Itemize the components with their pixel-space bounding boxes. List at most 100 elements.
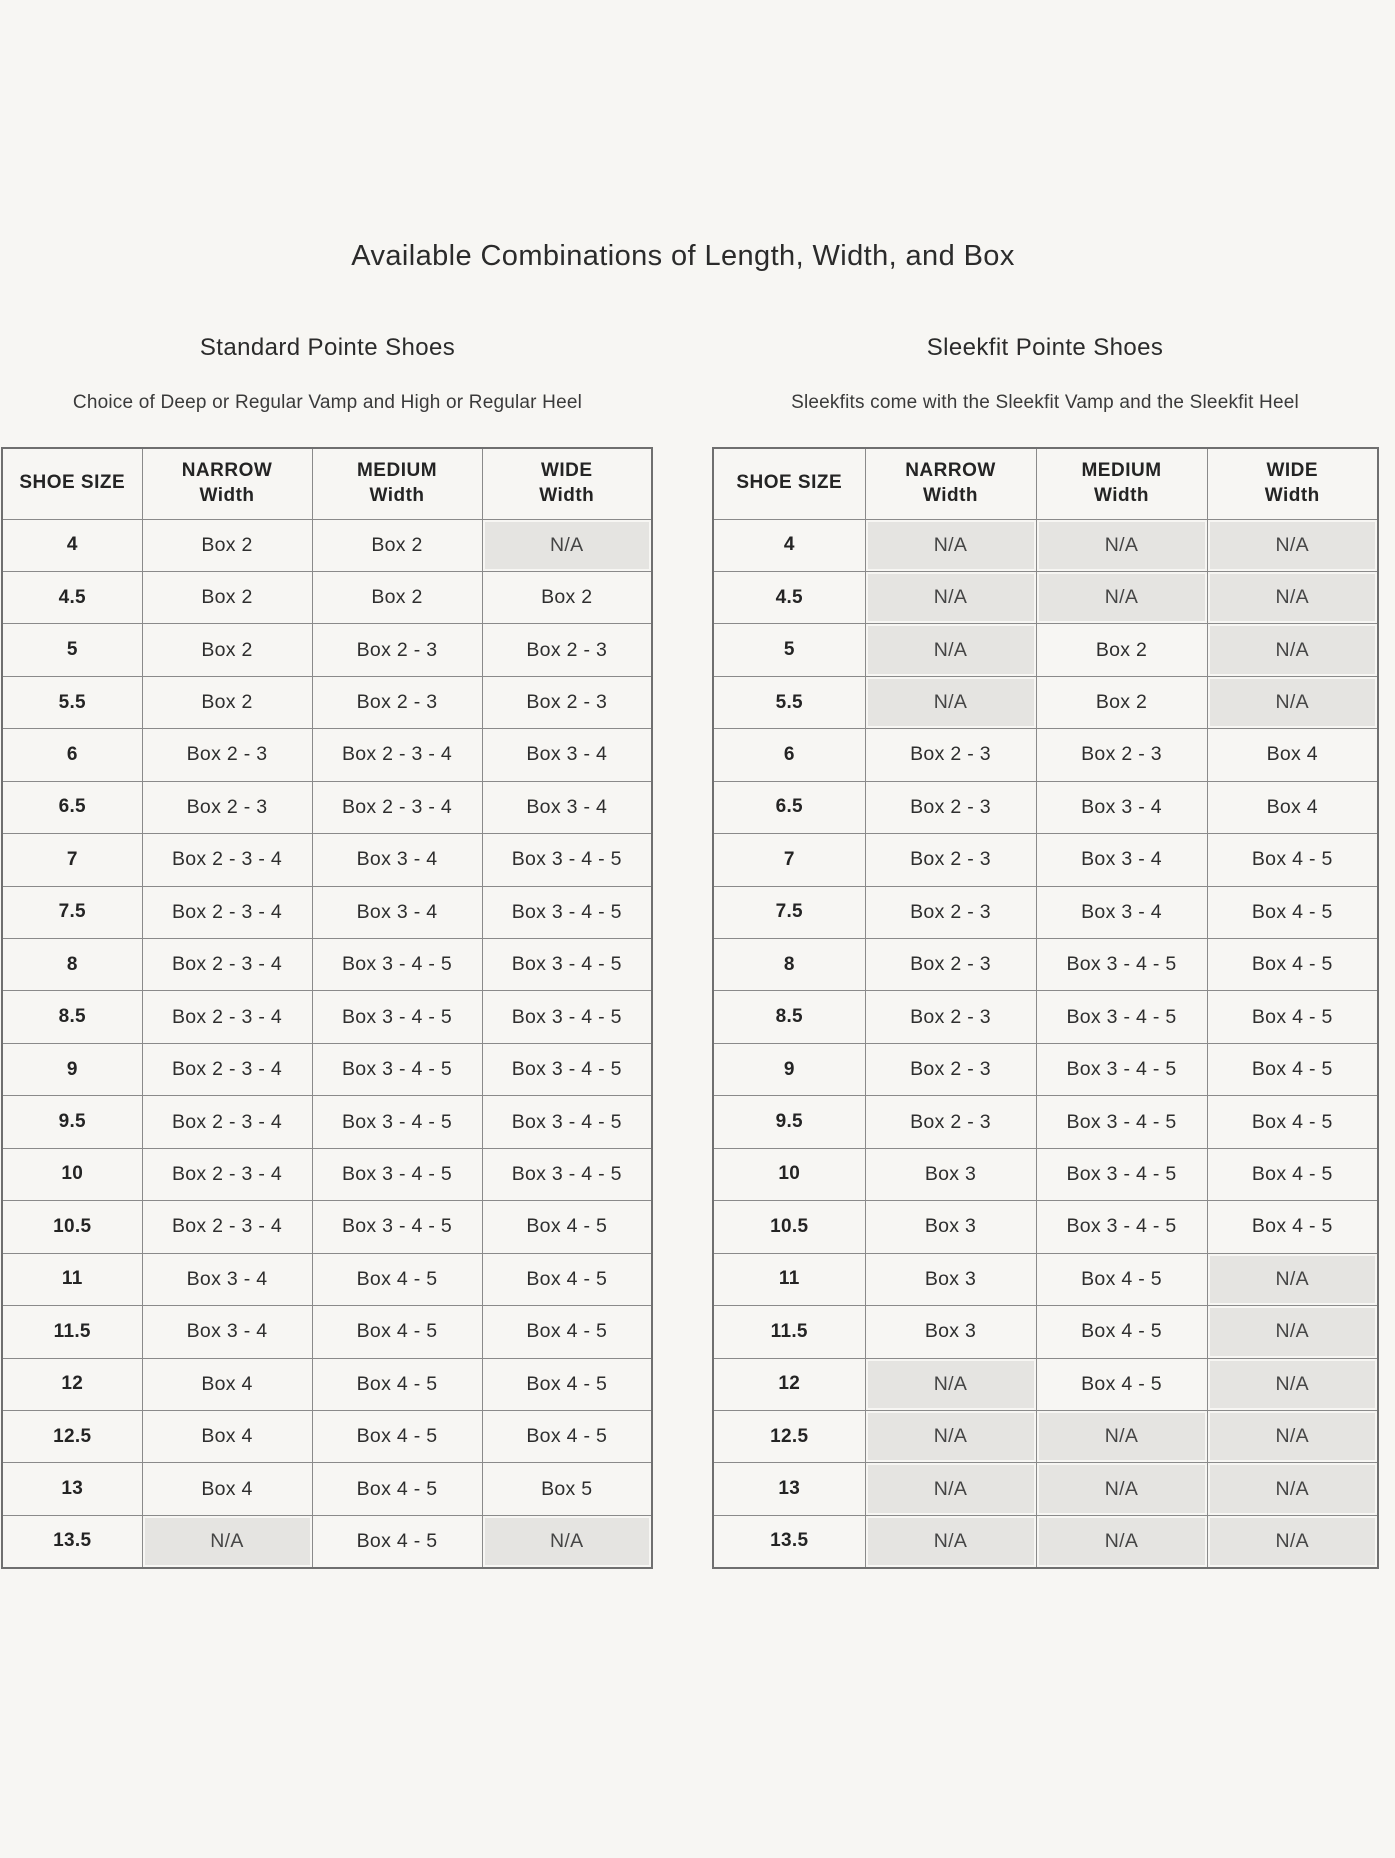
wide-width-cell: Box 3 - 4 - 5 bbox=[481, 1042, 653, 1097]
narrow-width-cell: Box 3 bbox=[864, 1252, 1037, 1307]
medium-width-cell: Box 4 - 5 bbox=[311, 1409, 483, 1464]
column-header-wide-bottom: Width bbox=[1264, 484, 1320, 506]
sleekfit-table-container: SHOE SIZE NARROW Width MEDIUM Width WIDE Wi… bbox=[712, 447, 1379, 1569]
wide-width-cell: Box 4 - 5 bbox=[1206, 885, 1379, 940]
medium-width-cell: Box 2 bbox=[1035, 675, 1208, 730]
narrow-width-cell: Box 3 - 4 bbox=[141, 1305, 313, 1359]
sleekfit-section-subheading: Sleekfits come with the Sleekfit Vamp an… bbox=[791, 392, 1299, 413]
wide-width-cell: Box 3 - 4 - 5 bbox=[481, 1147, 653, 1202]
table-row: 10 Box 3 Box 3 - 4 - 5 Box 4 - 5 bbox=[712, 1147, 1379, 1202]
medium-width-cell: Box 2 bbox=[311, 518, 483, 572]
narrow-width-cell: Box 2 - 3 - 4 bbox=[141, 937, 313, 992]
table-row: 8 Box 2 - 3 - 4 Box 3 - 4 - 5 Box 3 - 4 … bbox=[1, 937, 653, 992]
narrow-width-cell: Box 2 bbox=[141, 623, 313, 677]
medium-width-cell: Box 2 bbox=[1035, 623, 1208, 677]
header-row: SHOE SIZE NARROW Width MEDIUM Width WIDE Wi… bbox=[1, 447, 653, 520]
shoe-size-cell: 10 bbox=[1, 1147, 143, 1202]
column-header-shoe-size: SHOE SIZE bbox=[1, 447, 143, 520]
shoe-size-cell: 7 bbox=[1, 833, 143, 887]
shoe-size-cell: 10.5 bbox=[1, 1200, 143, 1254]
column-header-wide: WIDE Width bbox=[1206, 447, 1379, 520]
medium-width-cell: Box 2 - 3 bbox=[311, 675, 483, 730]
shoe-size-cell: 10.5 bbox=[712, 1200, 866, 1254]
column-header-medium-top: MEDIUM bbox=[356, 460, 438, 482]
wide-width-cell: N/A bbox=[1206, 623, 1379, 677]
column-header-medium-bottom: Width bbox=[1093, 484, 1150, 506]
medium-width-cell: Box 3 - 4 bbox=[1035, 833, 1208, 887]
table-row: 7.5 Box 2 - 3 Box 3 - 4 Box 4 - 5 bbox=[712, 885, 1379, 940]
table-row: 4.5 Box 2 Box 2 Box 2 bbox=[1, 570, 653, 625]
wide-width-cell: Box 2 bbox=[481, 570, 653, 625]
wide-width-cell: N/A bbox=[1206, 1357, 1379, 1411]
narrow-width-cell: Box 2 bbox=[141, 518, 313, 572]
column-header-narrow-bottom: Width bbox=[199, 484, 255, 506]
column-header-medium-bottom: Width bbox=[369, 484, 425, 506]
wide-width-cell: Box 4 - 5 bbox=[481, 1409, 653, 1464]
narrow-width-cell: N/A bbox=[864, 1357, 1037, 1411]
medium-width-cell: Box 3 - 4 bbox=[1035, 885, 1208, 940]
wide-width-cell: Box 4 - 5 bbox=[1206, 833, 1379, 887]
column-header-medium-top: MEDIUM bbox=[1081, 460, 1162, 482]
table-row: 12.5 Box 4 Box 4 - 5 Box 4 - 5 bbox=[1, 1409, 653, 1464]
shoe-size-cell: 4.5 bbox=[712, 570, 866, 625]
narrow-width-cell: Box 2 - 3 bbox=[864, 833, 1037, 887]
medium-width-cell: Box 3 - 4 - 5 bbox=[1035, 1042, 1208, 1097]
narrow-width-cell: Box 2 - 3 - 4 bbox=[141, 1147, 313, 1202]
medium-width-cell: Box 3 - 4 - 5 bbox=[311, 990, 483, 1044]
wide-width-cell: Box 3 - 4 - 5 bbox=[481, 1095, 653, 1149]
shoe-size-cell: 12.5 bbox=[712, 1409, 866, 1464]
table-row: 7 Box 2 - 3 Box 3 - 4 Box 4 - 5 bbox=[712, 833, 1379, 887]
table-row: 11 Box 3 - 4 Box 4 - 5 Box 4 - 5 bbox=[1, 1252, 653, 1307]
wide-width-cell: Box 4 - 5 bbox=[1206, 1200, 1379, 1254]
column-header-narrow-top: NARROW bbox=[905, 460, 996, 482]
narrow-width-cell: Box 2 - 3 - 4 bbox=[141, 1200, 313, 1254]
shoe-size-cell: 12.5 bbox=[1, 1409, 143, 1464]
medium-width-cell: Box 3 - 4 - 5 bbox=[1035, 990, 1208, 1044]
table-row: 11 Box 3 Box 4 - 5 N/A bbox=[712, 1252, 1379, 1307]
table-row: 6 Box 2 - 3 Box 2 - 3 - 4 Box 3 - 4 bbox=[1, 728, 653, 782]
medium-width-cell: Box 3 - 4 - 5 bbox=[311, 1095, 483, 1149]
medium-width-cell: Box 3 - 4 - 5 bbox=[1035, 937, 1208, 992]
narrow-width-cell: Box 2 bbox=[141, 570, 313, 625]
wide-width-cell: Box 3 - 4 - 5 bbox=[481, 833, 653, 887]
wide-width-cell: Box 3 - 4 - 5 bbox=[481, 990, 653, 1044]
medium-width-cell: Box 2 - 3 bbox=[311, 623, 483, 677]
wide-width-cell: Box 3 - 4 - 5 bbox=[481, 885, 653, 940]
wide-width-cell: Box 2 - 3 bbox=[481, 675, 653, 730]
table-row: 13 Box 4 Box 4 - 5 Box 5 bbox=[1, 1462, 653, 1516]
table-row: 8.5 Box 2 - 3 - 4 Box 3 - 4 - 5 Box 3 - … bbox=[1, 990, 653, 1044]
narrow-width-cell: Box 2 - 3 bbox=[864, 1095, 1037, 1149]
shoe-size-cell: 9.5 bbox=[1, 1095, 143, 1149]
narrow-width-cell: Box 2 - 3 bbox=[864, 728, 1037, 782]
medium-width-cell: Box 4 - 5 bbox=[1035, 1252, 1208, 1307]
medium-width-cell: Box 2 - 3 - 4 bbox=[311, 728, 483, 782]
table-row: 13.5 N/A N/A N/A bbox=[712, 1514, 1379, 1569]
wide-width-cell: Box 5 bbox=[481, 1462, 653, 1516]
medium-width-cell: Box 2 - 3 bbox=[1035, 728, 1208, 782]
narrow-width-cell: N/A bbox=[864, 1409, 1037, 1464]
table-row: 10.5 Box 3 Box 3 - 4 - 5 Box 4 - 5 bbox=[712, 1200, 1379, 1254]
narrow-width-cell: Box 2 bbox=[141, 675, 313, 730]
shoe-size-cell: 8.5 bbox=[1, 990, 143, 1044]
shoe-size-cell: 7.5 bbox=[712, 885, 866, 940]
table-row: 12.5 N/A N/A N/A bbox=[712, 1409, 1379, 1464]
shoe-size-cell: 11 bbox=[1, 1252, 143, 1307]
narrow-width-cell: N/A bbox=[864, 623, 1037, 677]
medium-width-cell: Box 3 - 4 - 5 bbox=[1035, 1095, 1208, 1149]
medium-width-cell: N/A bbox=[1035, 1462, 1208, 1516]
wide-width-cell: N/A bbox=[481, 1514, 653, 1569]
shoe-size-cell: 9 bbox=[1, 1042, 143, 1097]
wide-width-cell: Box 4 - 5 bbox=[1206, 1095, 1379, 1149]
shoe-size-cell: 6 bbox=[712, 728, 866, 782]
table-row: 4.5 N/A N/A N/A bbox=[712, 570, 1379, 625]
narrow-width-cell: Box 2 - 3 - 4 bbox=[141, 885, 313, 940]
column-header-wide-bottom: Width bbox=[539, 484, 595, 506]
narrow-width-cell: Box 2 - 3 bbox=[141, 780, 313, 835]
shoe-size-cell: 5 bbox=[712, 623, 866, 677]
narrow-width-cell: Box 4 bbox=[141, 1357, 313, 1411]
medium-width-cell: Box 4 - 5 bbox=[311, 1462, 483, 1516]
wide-width-cell: N/A bbox=[1206, 1252, 1379, 1307]
wide-width-cell: Box 4 - 5 bbox=[481, 1357, 653, 1411]
narrow-width-cell: Box 3 bbox=[864, 1200, 1037, 1254]
